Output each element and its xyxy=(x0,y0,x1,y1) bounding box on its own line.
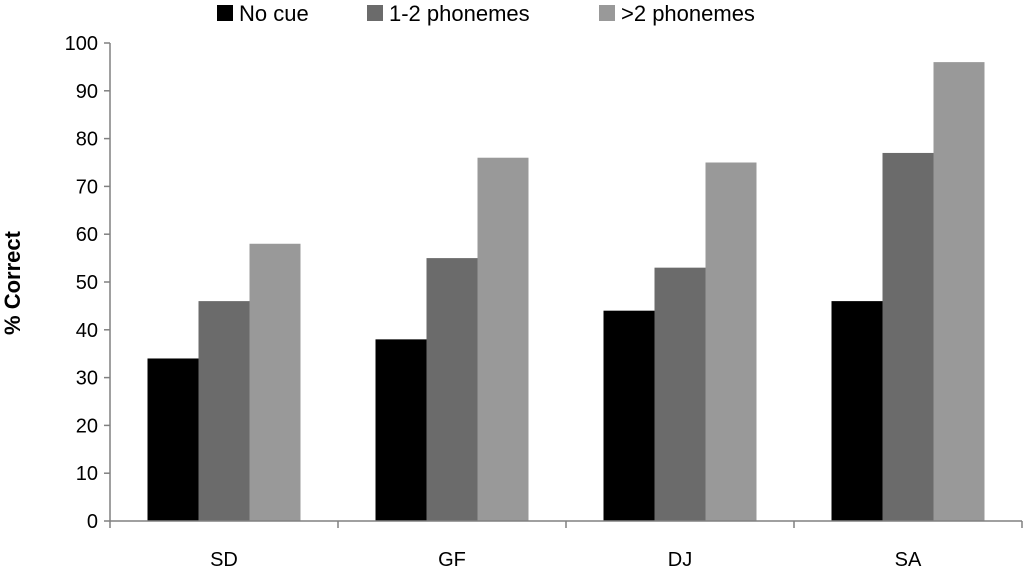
bar xyxy=(426,258,478,521)
legend-label-1-2-phonemes: 1-2 phonemes xyxy=(389,1,530,26)
y-axis-title: % Correct xyxy=(0,230,25,335)
y-tick-label: 50 xyxy=(76,272,98,294)
y-tick-label: 60 xyxy=(76,224,98,246)
bar xyxy=(882,152,934,521)
y-tick-label: 10 xyxy=(76,463,98,485)
legend: No cue 1-2 phonemes >2 phonemes xyxy=(217,1,755,26)
x-tick-label: SD xyxy=(210,549,238,571)
legend-label-no-cue: No cue xyxy=(239,1,309,26)
y-tick-label: 100 xyxy=(65,33,98,55)
bar xyxy=(477,157,529,521)
bar xyxy=(831,301,883,521)
x-tick-label: DJ xyxy=(668,549,692,571)
y-tick-label: 20 xyxy=(76,415,98,437)
y-tick-label: 80 xyxy=(76,129,98,151)
y-tick-label: 70 xyxy=(76,176,98,198)
legend-label-gt2-phonemes: >2 phonemes xyxy=(621,1,755,26)
bar xyxy=(654,267,706,521)
legend-swatch-1-2-phonemes xyxy=(367,5,383,21)
x-tick-label: GF xyxy=(438,549,466,571)
y-tick-label: 0 xyxy=(87,511,98,533)
bar xyxy=(198,301,250,521)
legend-swatch-no-cue xyxy=(217,5,233,21)
y-tick-label: 40 xyxy=(76,320,98,342)
legend-swatch-gt2-phonemes xyxy=(599,5,615,21)
y-tick-label: 30 xyxy=(76,368,98,390)
y-tick-label: 90 xyxy=(76,81,98,103)
x-tick-label: SA xyxy=(895,549,922,571)
bar xyxy=(603,310,655,521)
bar xyxy=(375,339,427,521)
y-axis: 0 10 20 30 40 50 60 70 80 90 100 xyxy=(65,33,111,533)
x-axis: SD GF DJ SA xyxy=(109,520,1023,571)
bar xyxy=(249,243,301,521)
bars xyxy=(147,62,985,522)
bar xyxy=(933,62,985,522)
bar xyxy=(147,358,199,521)
bar xyxy=(705,162,757,521)
